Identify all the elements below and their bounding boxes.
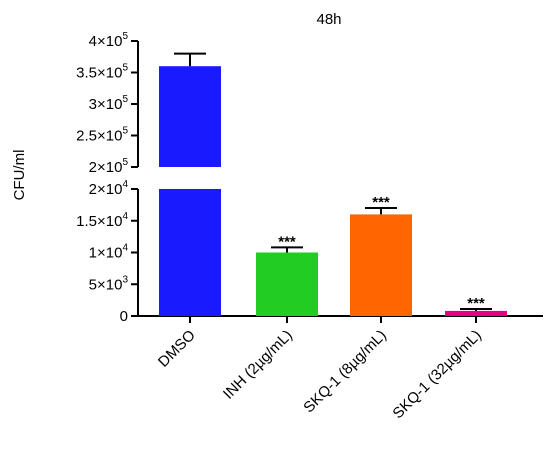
- category-label: INH (2µg/mL): [220, 327, 296, 403]
- bar-3: [445, 310, 507, 316]
- y-tick-label: 2×104: [89, 179, 129, 198]
- category-label: SKQ-1 (8µg/mL): [300, 327, 389, 416]
- significance-label: ***: [372, 194, 390, 211]
- bar-0-upper: [159, 66, 221, 167]
- y-tick-label: 3.5×105: [76, 63, 128, 82]
- bar-2: [350, 214, 412, 316]
- significance-label: ***: [467, 295, 485, 312]
- y-tick-label: 0: [120, 308, 128, 325]
- y-tick-label: 1.5×104: [76, 211, 128, 230]
- y-tick-label: 1×104: [89, 243, 129, 262]
- significance-label: ***: [278, 233, 296, 250]
- y-axis-label: CFU/ml: [11, 150, 28, 201]
- category-label: SKQ-1 (32µg/mL): [389, 327, 484, 422]
- y-tick-label: 5×103: [89, 274, 129, 293]
- bar-0-lower: [159, 189, 221, 316]
- category-label: DMSO: [155, 327, 199, 371]
- y-tick-label: 2.5×105: [76, 126, 128, 145]
- y-tick-label: 3×105: [89, 94, 129, 113]
- y-tick-label: 4×105: [89, 31, 129, 50]
- bars: [159, 52, 507, 316]
- chart-title: 48h: [316, 11, 341, 28]
- bar-1: [256, 252, 318, 316]
- y-tick-label: 2×105: [89, 157, 129, 176]
